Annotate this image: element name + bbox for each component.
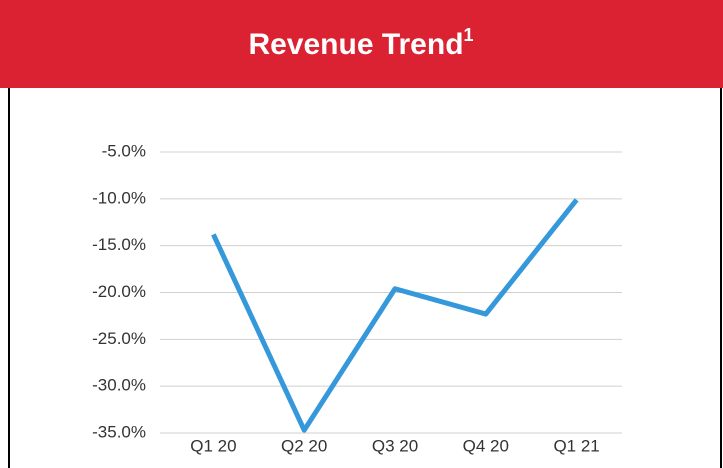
x-tick-label: Q2 20 xyxy=(281,436,327,455)
y-tick-label: -5.0% xyxy=(102,141,146,160)
series-line xyxy=(211,198,579,433)
y-tick-label: -30.0% xyxy=(92,376,146,395)
y-tick-label: -15.0% xyxy=(92,235,146,254)
x-tick-label: Q3 20 xyxy=(372,436,418,455)
title-footnote: 1 xyxy=(464,25,474,45)
y-tick-label: -25.0% xyxy=(92,329,146,348)
y-tick-label: -10.0% xyxy=(92,188,146,207)
y-tick-label: -35.0% xyxy=(92,422,146,441)
x-tick-label: Q1 20 xyxy=(190,436,236,455)
chart-title: Revenue Trend1 xyxy=(248,25,473,61)
x-tick-label: Q4 20 xyxy=(463,436,509,455)
x-tick-label: Q1 21 xyxy=(553,436,599,455)
header-band xyxy=(0,0,723,88)
y-tick-label: -20.0% xyxy=(92,282,146,301)
title-text: Revenue Trend xyxy=(248,28,463,61)
